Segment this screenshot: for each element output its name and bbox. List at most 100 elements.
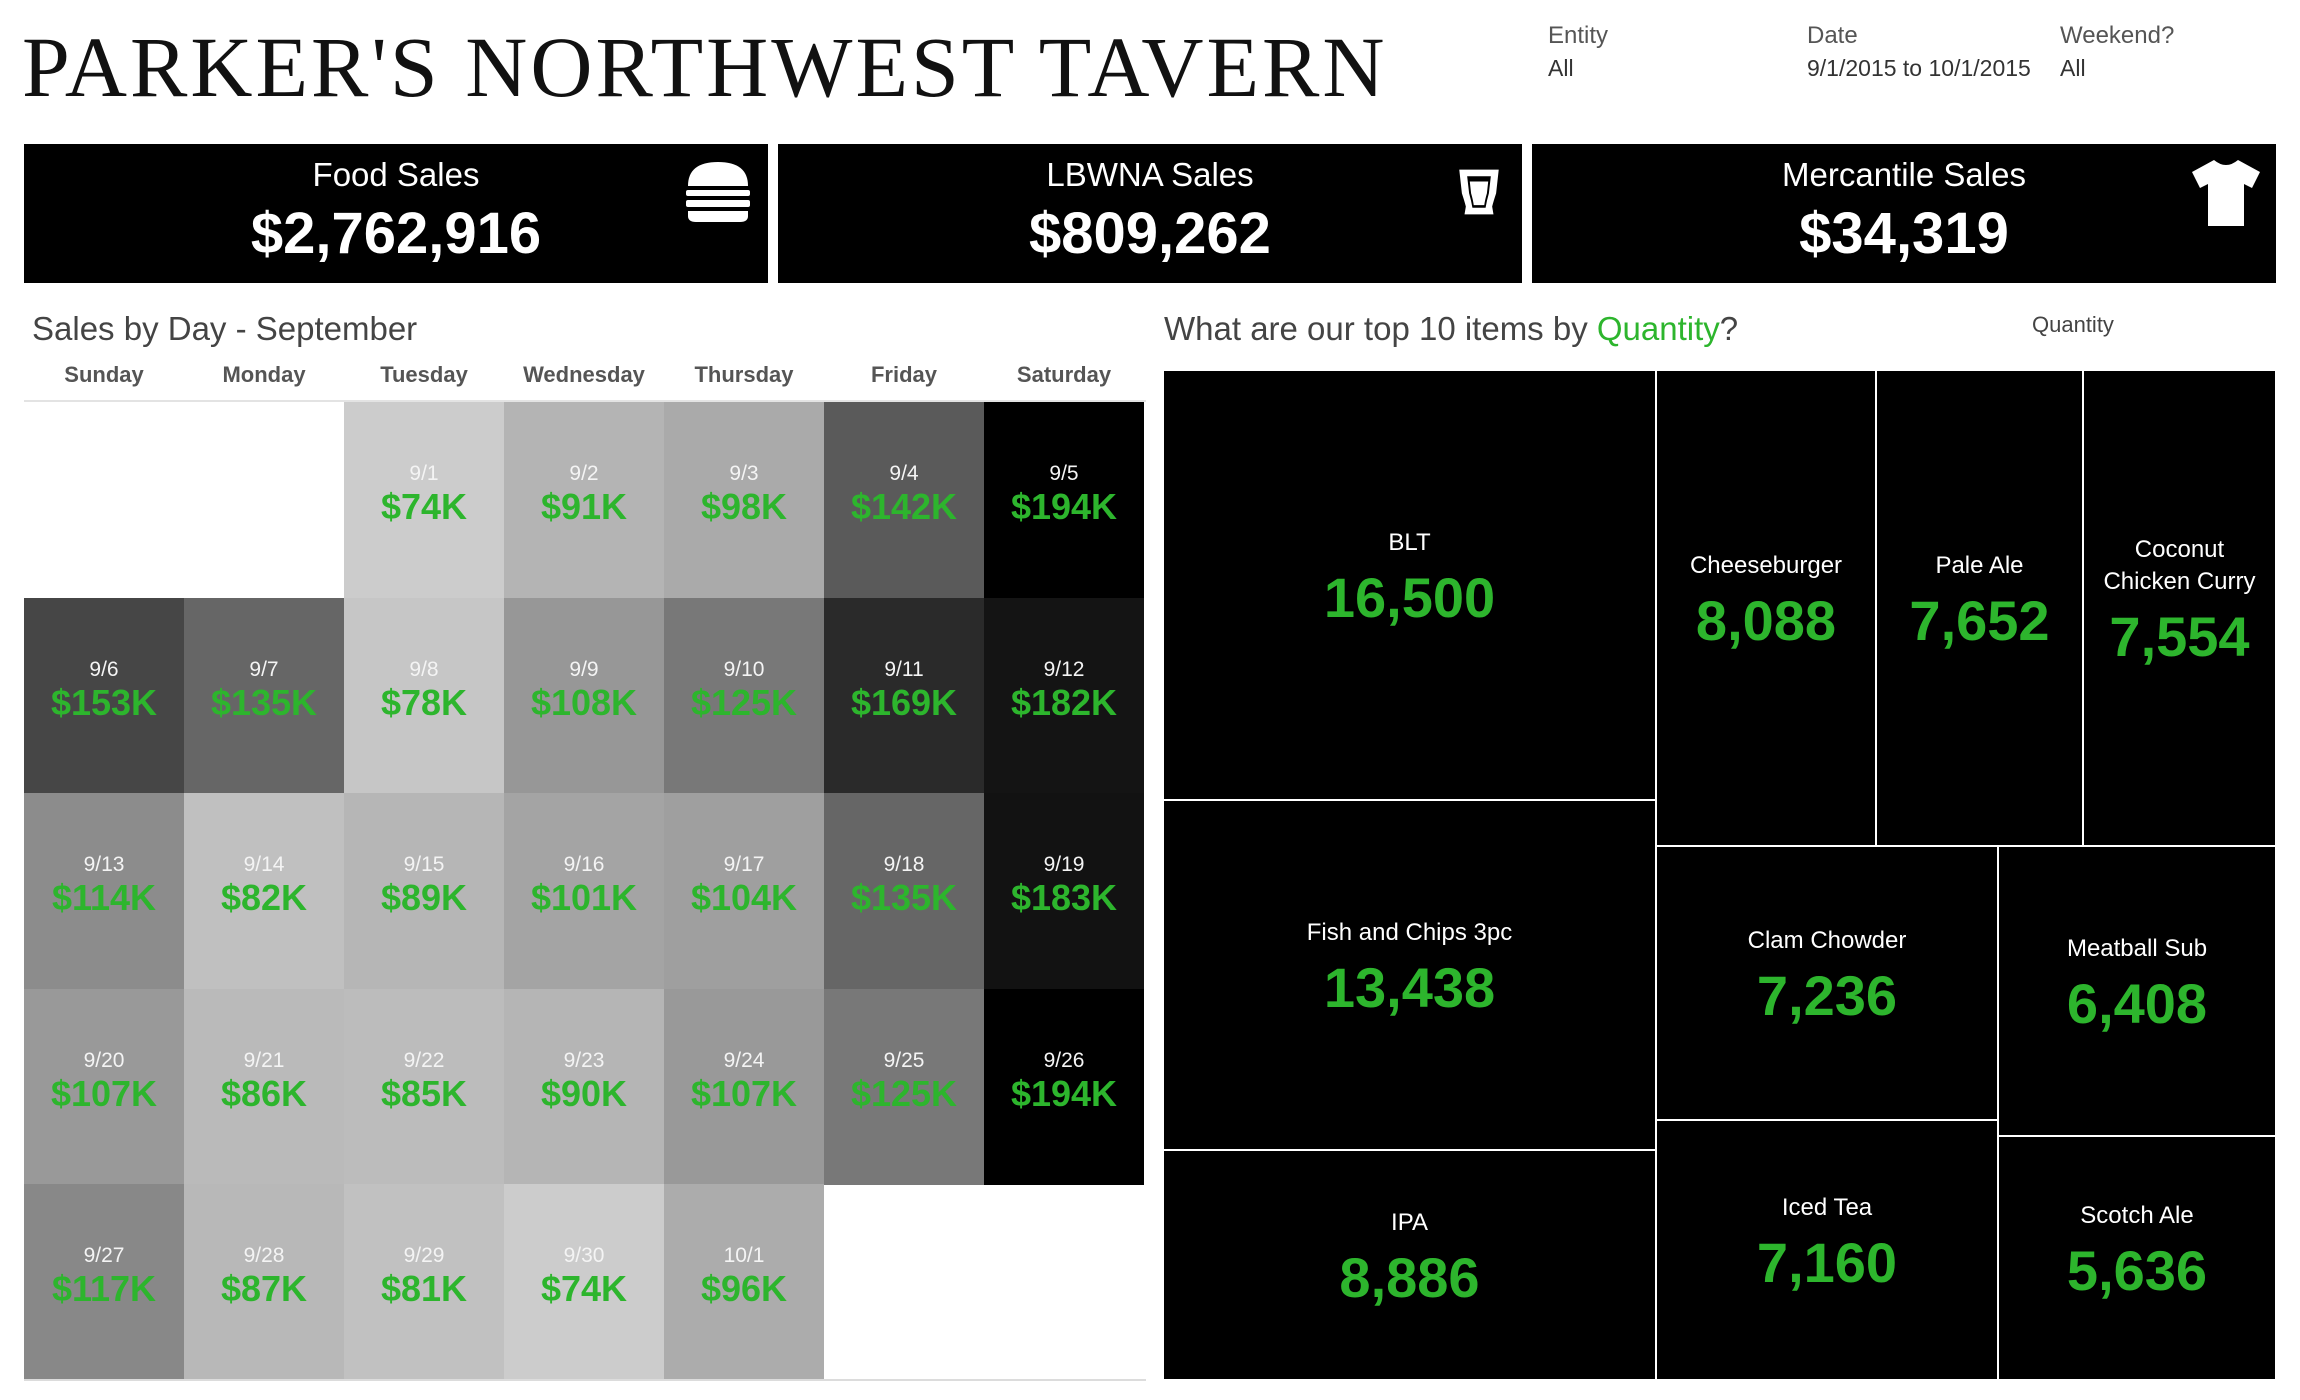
calendar-day-cell[interactable]: 9/17 $104K — [664, 793, 824, 989]
calendar-day-cell[interactable]: 9/4 $142K — [824, 402, 984, 598]
calendar-day-cell[interactable]: 9/24 $107K — [664, 988, 824, 1185]
calendar-day-cell[interactable]: 9/27 $117K — [24, 1184, 184, 1380]
kpi-value: $2,762,916 — [250, 201, 542, 266]
treemap-item-quantity: 13,438 — [1323, 956, 1496, 1019]
calendar-day-date: 9/8 — [409, 657, 439, 681]
calendar-day-sales: $135K — [210, 681, 318, 723]
calendar-day-cell[interactable]: 9/7 $135K — [184, 597, 344, 794]
treemap-item-quantity: 6,408 — [2066, 972, 2208, 1035]
calendar-day-cell[interactable]: 9/30 $74K — [504, 1184, 664, 1380]
filter-label: Date — [1807, 22, 1858, 49]
kpi-card-lbwna-sales: LBWNA Sales $809,262 — [778, 144, 1522, 283]
calendar-day-sales: $182K — [1010, 681, 1118, 723]
treemap-tile[interactable]: Iced Tea 7,160 — [1656, 1120, 1998, 1380]
calendar-day-sales: $101K — [530, 877, 638, 918]
calendar-day-cell[interactable]: 9/8 $78K — [344, 597, 504, 794]
calendar-day-cell[interactable]: 9/20 $107K — [24, 988, 184, 1185]
calendar-day-cell[interactable]: 9/13 $114K — [24, 793, 184, 989]
calendar-day-cell[interactable]: 9/18 $135K — [824, 793, 984, 989]
calendar-day-cell[interactable]: 9/22 $85K — [344, 988, 504, 1185]
treemap-tile[interactable]: Meatball Sub 6,408 — [1998, 846, 2276, 1136]
calendar-day-cell[interactable]: 9/19 $183K — [984, 793, 1144, 989]
weekday-header-wednesday: Wednesday — [523, 362, 645, 387]
calendar-day-date: 9/2 — [569, 462, 599, 485]
treemap-tile[interactable]: Pale Ale 7,652 — [1876, 370, 2083, 846]
calendar-day-cell[interactable]: 9/16 $101K — [504, 793, 664, 989]
calendar-day-date: 9/18 — [883, 853, 925, 876]
kpi-value: $34,319 — [1799, 201, 2009, 266]
calendar-day-sales: $91K — [540, 486, 628, 527]
calendar-day-date: 9/12 — [1043, 657, 1085, 681]
calendar-day-sales: $194K — [1010, 1072, 1118, 1114]
sales-calendar-heatmap: 9/1 $74K 9/2 $91K 9/3 $98K 9/4 $142K 9/5 $194K 9/6… — [24, 402, 1146, 1380]
treemap-item-quantity: 7,554 — [2109, 605, 2250, 668]
treemap-title-measure[interactable]: Quantity — [1596, 310, 1720, 347]
calendar-day-date: 9/21 — [243, 1048, 285, 1072]
filter-label: Weekend? — [2060, 22, 2175, 49]
treemap-tile[interactable]: Clam Chowder 7,236 — [1656, 846, 1998, 1120]
kpi-label: Food Sales — [312, 156, 480, 193]
calendar-day-sales: $183K — [1010, 877, 1118, 918]
treemap-tile[interactable]: IPA 8,886 — [1163, 1150, 1656, 1380]
calendar-day-sales: $117K — [51, 1268, 157, 1309]
calendar-day-cell[interactable]: 9/9 $108K — [504, 597, 664, 794]
calendar-day-cell[interactable]: 9/21 $86K — [184, 988, 344, 1185]
calendar-day-date: 9/30 — [563, 1244, 605, 1267]
calendar-day-cell[interactable]: 9/25 $125K — [824, 988, 984, 1185]
calendar-day-date: 9/15 — [403, 853, 445, 876]
filter-weekend[interactable]: Weekend? All — [2060, 20, 2260, 84]
treemap-title-suffix: ? — [1719, 310, 1739, 347]
calendar-day-cell[interactable]: 9/6 $153K — [24, 597, 184, 794]
filter-date[interactable]: Date 9/1/2015 to 10/1/2015 — [1807, 20, 2057, 84]
kpi-label: LBWNA Sales — [1046, 156, 1254, 193]
calendar-day-date: 9/9 — [569, 657, 599, 681]
treemap-tile[interactable]: Cheeseburger 8,088 — [1656, 370, 1876, 846]
calendar-day-cell[interactable]: 9/23 $90K — [504, 988, 664, 1185]
treemap-item-name: Scotch Ale — [2080, 1202, 2194, 1229]
kpi-card-mercantile-sales: Mercantile Sales $34,319 — [1532, 144, 2276, 283]
filter-value[interactable]: All — [2060, 55, 2086, 81]
calendar-day-sales: $125K — [850, 1072, 958, 1114]
treemap-item-name: Fish and Chips 3pc — [1306, 919, 1513, 946]
filter-entity[interactable]: Entity All — [1548, 20, 1798, 84]
treemap-item-name: Coconut Chicken Curry — [2103, 536, 2256, 595]
calendar-day-cell[interactable]: 9/26 $194K — [984, 988, 1144, 1185]
calendar-day-sales: $78K — [380, 681, 468, 723]
top-items-treemap: BLT 16,500 Fish and Chips 3pc 13,438 IPA 8,88… — [1163, 370, 2276, 1380]
filter-value[interactable]: 9/1/2015 to 10/1/2015 — [1807, 55, 2031, 81]
calendar-day-date: 9/27 — [83, 1244, 125, 1267]
kpi-label: Mercantile Sales — [1782, 156, 2026, 193]
calendar-day-cell[interactable]: 9/5 $194K — [984, 402, 1144, 598]
treemap-tile[interactable]: BLT 16,500 — [1163, 370, 1656, 800]
calendar-day-date: 9/4 — [889, 462, 919, 485]
weekday-header-saturday: Saturday — [1016, 362, 1112, 387]
calendar-day-cell[interactable]: 9/3 $98K — [664, 402, 824, 598]
calendar-day-cell[interactable]: 9/28 $87K — [184, 1184, 344, 1380]
treemap-tile[interactable]: Coconut Chicken Curry 7,554 — [2083, 370, 2276, 846]
calendar-day-cell[interactable]: 9/10 $125K — [664, 597, 824, 794]
calendar-day-cell[interactable]: 9/12 $182K — [984, 597, 1144, 794]
calendar-day-date: 9/5 — [1049, 462, 1079, 485]
calendar-day-cell[interactable]: 10/1 $96K — [664, 1184, 824, 1380]
calendar-day-sales: $86K — [220, 1072, 308, 1114]
calendar-day-cell[interactable]: 9/2 $91K — [504, 402, 664, 598]
treemap-item-name: Pale Ale — [1935, 552, 2024, 579]
filter-label: Entity — [1548, 22, 1609, 49]
calendar-day-date: 9/10 — [723, 657, 765, 681]
treemap-item-quantity: 8,886 — [1339, 1246, 1480, 1309]
calendar-day-sales: $74K — [380, 486, 468, 527]
calendar-day-cell[interactable]: 9/1 $74K — [344, 402, 504, 598]
calendar-day-cell[interactable]: 9/14 $82K — [184, 793, 344, 989]
calendar-day-date: 9/26 — [1043, 1048, 1085, 1072]
calendar-day-cell[interactable]: 9/29 $81K — [344, 1184, 504, 1380]
treemap-tile[interactable]: Scotch Ale 5,636 — [1998, 1136, 2276, 1380]
treemap-tile[interactable]: Fish and Chips 3pc 13,438 — [1163, 800, 1656, 1150]
calendar-day-cell[interactable]: 9/11 $169K — [824, 597, 984, 794]
weekday-header-tuesday: Tuesday — [380, 362, 468, 387]
calendar-day-cell[interactable]: 9/15 $89K — [344, 793, 504, 989]
calendar-day-date: 9/23 — [563, 1048, 605, 1072]
filter-value[interactable]: All — [1548, 55, 1574, 81]
calendar-day-date: 10/1 — [723, 1244, 765, 1267]
calendar-day-sales: $169K — [850, 681, 958, 723]
calendar-day-sales: $85K — [380, 1072, 468, 1114]
